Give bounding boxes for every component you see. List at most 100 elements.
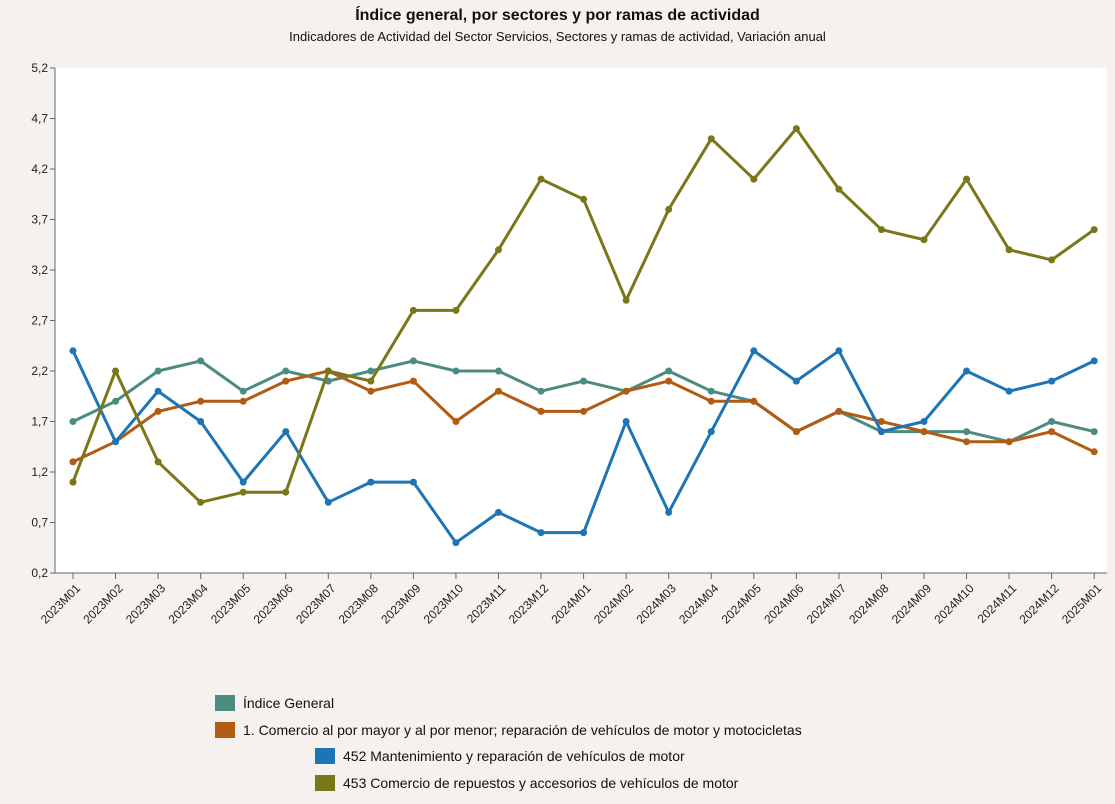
data-point bbox=[1005, 387, 1013, 395]
y-axis: 0,2 0,7 1,2 1,7 2,2 2,7 3,2 3,7 4,2 4,7 5,2 bbox=[31, 61, 1107, 580]
data-point bbox=[835, 185, 843, 193]
data-point bbox=[707, 135, 715, 143]
data-point bbox=[239, 387, 247, 395]
y-tick-label: 3,2 bbox=[31, 263, 48, 277]
data-point bbox=[452, 539, 460, 547]
x-tick-label: 2023M07 bbox=[293, 581, 339, 627]
data-point bbox=[537, 387, 545, 395]
data-point bbox=[665, 367, 673, 375]
x-tick-label: 2023M10 bbox=[421, 581, 467, 627]
x-tick-label: 2023M02 bbox=[80, 581, 126, 627]
data-point bbox=[537, 175, 545, 183]
data-point bbox=[750, 175, 758, 183]
x-tick-label: 2024M04 bbox=[676, 581, 722, 627]
data-point bbox=[282, 367, 290, 375]
data-point bbox=[920, 418, 928, 425]
data-point bbox=[792, 428, 800, 436]
data-point bbox=[324, 367, 332, 375]
x-tick-label: 2024M11 bbox=[975, 581, 1020, 626]
legend-swatch bbox=[215, 722, 235, 738]
x-tick-label: 2023M11 bbox=[464, 581, 509, 626]
y-tick-label: 4,7 bbox=[31, 112, 48, 126]
data-point bbox=[835, 347, 843, 355]
chart-title: Índice general, por sectores y por ramas… bbox=[355, 7, 760, 24]
x-tick-label: 2024M05 bbox=[719, 581, 765, 627]
data-point bbox=[324, 498, 332, 506]
y-tick-label: 1,7 bbox=[31, 415, 48, 429]
data-point bbox=[154, 367, 162, 375]
y-tick-label: 2,7 bbox=[31, 314, 48, 328]
data-point bbox=[69, 458, 77, 466]
legend-swatch bbox=[215, 695, 235, 711]
data-point bbox=[963, 175, 971, 183]
data-point bbox=[197, 357, 205, 365]
data-point bbox=[154, 407, 162, 415]
data-point bbox=[495, 508, 502, 516]
x-axis: 2023M012023M022023M032023M042023M052023M… bbox=[38, 572, 1107, 627]
data-point bbox=[1090, 357, 1098, 365]
legend-item[interactable]: 452 Mantenimiento y reparación de vehícu… bbox=[315, 748, 685, 764]
data-point bbox=[622, 296, 630, 304]
data-point bbox=[877, 428, 885, 436]
x-tick-label: 2023M03 bbox=[123, 581, 169, 627]
x-tick-label: 2024M08 bbox=[846, 581, 892, 627]
data-point bbox=[580, 377, 588, 385]
data-point bbox=[495, 387, 502, 395]
data-point bbox=[112, 397, 120, 405]
data-point bbox=[1090, 448, 1098, 456]
data-point bbox=[495, 246, 502, 254]
data-point bbox=[622, 387, 630, 395]
legend-item[interactable]: Índice General bbox=[215, 695, 334, 711]
x-tick-label: 2024M06 bbox=[761, 581, 807, 627]
data-point bbox=[622, 418, 630, 425]
data-point bbox=[877, 226, 885, 234]
data-point bbox=[1048, 418, 1056, 425]
x-tick-label: 2024M10 bbox=[931, 581, 977, 627]
data-point bbox=[665, 508, 673, 516]
data-point bbox=[537, 529, 545, 537]
data-point bbox=[707, 397, 715, 405]
data-point bbox=[1048, 377, 1056, 385]
data-point bbox=[1090, 428, 1098, 436]
data-point bbox=[580, 529, 588, 537]
chart-subtitle: Indicadores de Actividad del Sector Serv… bbox=[289, 29, 826, 44]
data-point bbox=[495, 367, 502, 375]
legend-label: Índice General bbox=[243, 695, 335, 711]
data-point bbox=[835, 407, 843, 415]
y-tick-label: 0,2 bbox=[31, 566, 48, 580]
data-point bbox=[154, 387, 162, 395]
data-point bbox=[69, 418, 77, 425]
y-tick-label: 0,7 bbox=[31, 516, 48, 530]
data-point bbox=[963, 367, 971, 375]
data-point bbox=[197, 397, 205, 405]
x-tick-label: 2023M08 bbox=[336, 581, 382, 627]
x-tick-label: 2024M03 bbox=[634, 581, 680, 627]
x-tick-label: 2024M02 bbox=[591, 581, 637, 627]
y-tick-label: 2,2 bbox=[31, 364, 48, 378]
legend-item[interactable]: 453 Comercio de repuestos y accesorios d… bbox=[315, 775, 738, 791]
data-point bbox=[1090, 226, 1098, 234]
x-tick-label: 2024M09 bbox=[889, 581, 935, 627]
data-point bbox=[367, 478, 375, 486]
data-point bbox=[537, 407, 545, 415]
x-tick-label: 2023M09 bbox=[378, 581, 424, 627]
y-tick-label: 3,7 bbox=[31, 213, 48, 227]
y-tick-label: 1,2 bbox=[31, 465, 48, 479]
data-point bbox=[69, 347, 77, 355]
data-point bbox=[409, 306, 417, 314]
y-tick-label: 5,2 bbox=[31, 61, 48, 75]
data-point bbox=[452, 306, 460, 314]
data-point bbox=[112, 367, 120, 375]
y-tick-label: 4,2 bbox=[31, 162, 48, 176]
data-point bbox=[409, 478, 417, 486]
legend-label: 453 Comercio de repuestos y accesorios d… bbox=[343, 775, 739, 791]
data-point bbox=[367, 387, 375, 395]
data-point bbox=[282, 377, 290, 385]
x-tick-label: 2024M07 bbox=[804, 581, 850, 627]
legend-item[interactable]: 1. Comercio al por mayor y al por menor;… bbox=[215, 722, 802, 738]
data-point bbox=[409, 377, 417, 385]
data-point bbox=[197, 418, 205, 425]
data-point bbox=[239, 397, 247, 405]
data-point bbox=[665, 377, 673, 385]
